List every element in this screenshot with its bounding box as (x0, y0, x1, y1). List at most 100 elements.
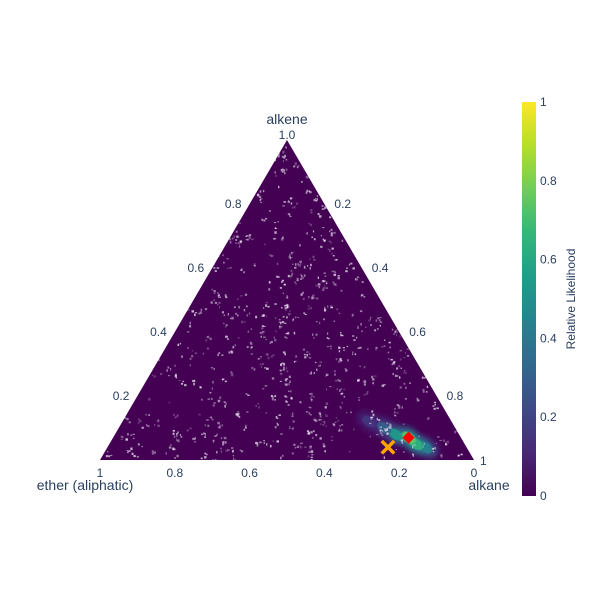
noise-speckle (383, 456, 385, 459)
noise-speckle (276, 417, 279, 419)
noise-speckle (308, 356, 312, 359)
noise-speckle (383, 384, 386, 386)
noise-speckle (287, 201, 290, 203)
noise-speckle (425, 391, 428, 393)
noise-speckle (309, 446, 312, 449)
noise-speckle (392, 333, 396, 335)
noise-speckle (404, 398, 407, 400)
noise-speckle (440, 455, 443, 458)
noise-speckle (395, 375, 399, 377)
noise-speckle (266, 353, 269, 356)
noise-speckle (303, 353, 307, 356)
noise-speckle (319, 194, 322, 196)
noise-speckle (255, 441, 258, 444)
noise-speckle (283, 362, 285, 365)
noise-speckle (340, 333, 342, 337)
noise-speckle (179, 434, 182, 436)
noise-speckle (314, 361, 317, 364)
noise-speckle (176, 432, 178, 435)
noise-speckle (270, 395, 273, 398)
noise-speckle (379, 426, 383, 428)
noise-speckle (216, 267, 220, 269)
noise-speckle (259, 190, 262, 193)
noise-speckle (260, 327, 264, 330)
noise-speckle (316, 368, 318, 371)
noise-speckle (318, 365, 321, 367)
noise-speckle (351, 313, 354, 317)
noise-speckle (341, 424, 344, 426)
noise-speckle (282, 362, 284, 364)
noise-speckle (268, 281, 271, 284)
noise-speckle (340, 388, 342, 390)
noise-speckle (266, 367, 269, 370)
noise-speckle (264, 367, 267, 369)
noise-speckle (290, 202, 293, 205)
noise-speckle (251, 367, 254, 370)
noise-speckle (308, 296, 310, 299)
noise-speckle (379, 324, 381, 327)
noise-speckle (180, 436, 183, 438)
noise-speckle (300, 442, 304, 444)
noise-speckle (157, 418, 160, 422)
noise-speckle (249, 234, 252, 237)
noise-speckle (193, 379, 196, 383)
noise-speckle (260, 335, 262, 338)
noise-speckle (302, 348, 305, 351)
noise-speckle (223, 436, 227, 440)
noise-speckle (333, 424, 336, 427)
noise-speckle (363, 380, 367, 383)
noise-speckle (372, 413, 375, 417)
noise-speckle (272, 377, 275, 380)
noise-speckle (218, 426, 222, 429)
noise-speckle (276, 422, 278, 425)
noise-speckle (191, 310, 194, 313)
noise-speckle (334, 283, 337, 286)
noise-speckle (363, 365, 366, 369)
noise-speckle (189, 427, 192, 430)
noise-speckle (278, 414, 281, 416)
noise-speckle (238, 416, 241, 418)
noise-speckle (136, 455, 139, 458)
noise-speckle (394, 330, 397, 332)
noise-speckle (330, 241, 332, 244)
noise-speckle (194, 437, 196, 440)
noise-speckle (414, 444, 416, 446)
noise-speckle (261, 326, 264, 329)
noise-speckle (296, 166, 299, 169)
noise-speckle (154, 424, 156, 426)
noise-speckle (360, 323, 362, 326)
noise-speckle (310, 397, 312, 399)
noise-speckle (361, 281, 364, 283)
noise-speckle (282, 279, 284, 282)
noise-speckle (389, 346, 391, 349)
noise-speckle (352, 351, 354, 353)
noise-speckle (314, 419, 318, 422)
noise-speckle (331, 247, 334, 250)
noise-speckle (167, 366, 170, 369)
ether-tick-label: 0.4 (316, 466, 333, 480)
noise-speckle (348, 451, 351, 453)
noise-speckle (384, 430, 387, 432)
noise-speckle (341, 401, 343, 404)
noise-speckle (282, 292, 284, 294)
heat-cell (362, 415, 377, 428)
noise-speckle (289, 426, 291, 428)
noise-speckle (228, 351, 231, 354)
noise-speckle (261, 314, 264, 317)
noise-speckle (274, 426, 277, 429)
noise-speckle (304, 446, 307, 448)
noise-speckle (400, 367, 402, 369)
noise-speckle (184, 384, 187, 387)
noise-speckle (308, 411, 310, 414)
noise-speckle (309, 445, 312, 447)
noise-speckle (387, 358, 390, 360)
noise-speckle (284, 336, 287, 338)
noise-speckle (396, 412, 399, 414)
noise-speckle (400, 439, 404, 442)
noise-speckle (289, 215, 291, 217)
noise-speckle (312, 255, 315, 259)
noise-speckle (221, 424, 224, 427)
x-marker-stroke (380, 439, 396, 455)
noise-speckle (294, 316, 297, 319)
noise-speckle (315, 284, 318, 287)
